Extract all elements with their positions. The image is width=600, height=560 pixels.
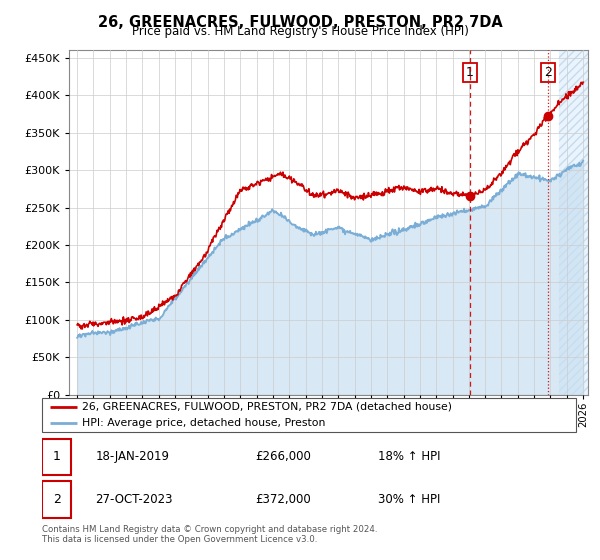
FancyBboxPatch shape (42, 398, 576, 432)
Text: Contains HM Land Registry data © Crown copyright and database right 2024.
This d: Contains HM Land Registry data © Crown c… (42, 525, 377, 544)
Text: 30% ↑ HPI: 30% ↑ HPI (379, 493, 441, 506)
Text: 27-OCT-2023: 27-OCT-2023 (95, 493, 173, 506)
Text: 1: 1 (466, 66, 473, 80)
Text: 2: 2 (544, 66, 551, 80)
FancyBboxPatch shape (42, 482, 71, 517)
Text: 26, GREENACRES, FULWOOD, PRESTON, PR2 7DA: 26, GREENACRES, FULWOOD, PRESTON, PR2 7D… (98, 15, 502, 30)
Text: £266,000: £266,000 (256, 450, 311, 464)
Text: 26, GREENACRES, FULWOOD, PRESTON, PR2 7DA (detached house): 26, GREENACRES, FULWOOD, PRESTON, PR2 7D… (82, 402, 452, 412)
Text: Price paid vs. HM Land Registry's House Price Index (HPI): Price paid vs. HM Land Registry's House … (131, 25, 469, 38)
Bar (559, 50, 588, 395)
FancyBboxPatch shape (42, 439, 71, 475)
Text: 18-JAN-2019: 18-JAN-2019 (95, 450, 169, 464)
Text: £372,000: £372,000 (256, 493, 311, 506)
Text: 2: 2 (53, 493, 61, 506)
Text: HPI: Average price, detached house, Preston: HPI: Average price, detached house, Pres… (82, 418, 325, 428)
Text: 18% ↑ HPI: 18% ↑ HPI (379, 450, 441, 464)
Text: 1: 1 (53, 450, 61, 464)
